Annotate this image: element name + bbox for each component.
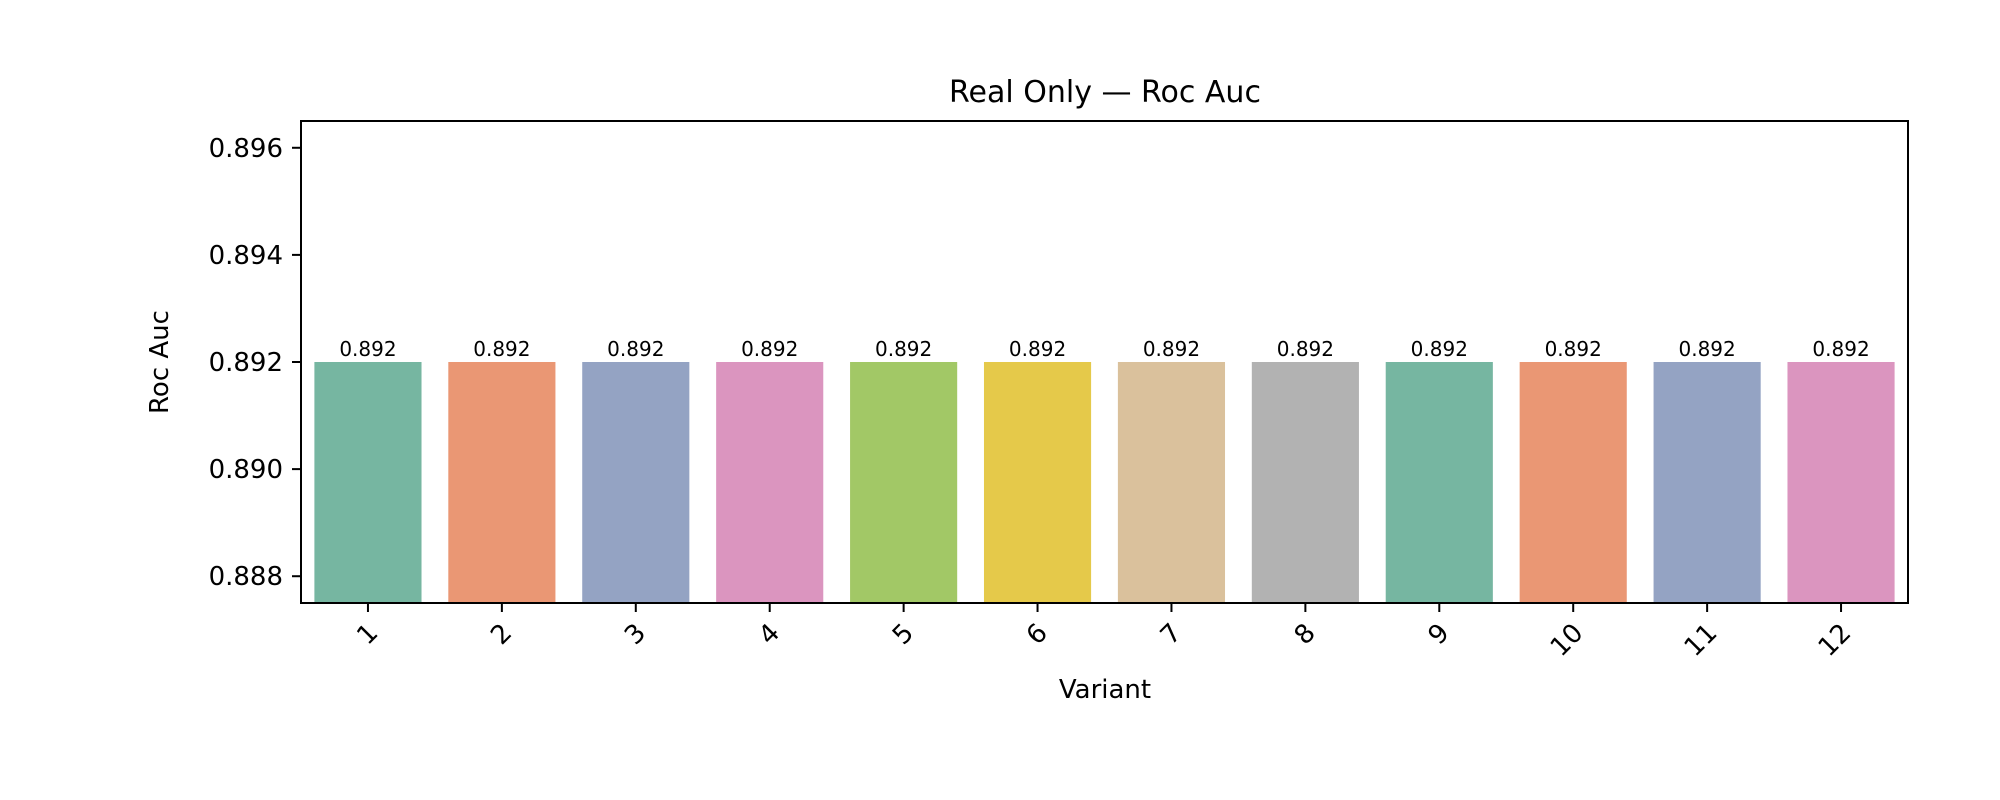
y-tick-label: 0.896 <box>209 134 283 164</box>
bar-value-label: 0.892 <box>1545 337 1602 361</box>
y-tick-label: 0.894 <box>209 241 283 271</box>
bar-value-label: 0.892 <box>875 337 932 361</box>
bar-value-label: 0.892 <box>741 337 798 361</box>
bar-value-label: 0.892 <box>1009 337 1066 361</box>
bar-value-label: 0.892 <box>607 337 664 361</box>
bar-value-label: 0.892 <box>1143 337 1200 361</box>
y-axis-ticks: 0.888 0.890 0.892 0.894 0.896 <box>209 134 301 592</box>
y-axis-label: Roc Auc <box>145 310 175 414</box>
bar-value-label: 0.892 <box>1411 337 1468 361</box>
x-tick-label: 6 <box>1021 618 1054 651</box>
x-axis-label: Variant <box>1059 675 1151 705</box>
x-tick-label: 3 <box>619 618 652 651</box>
x-tick-label: 4 <box>753 618 786 651</box>
x-tick-label: 12 <box>1813 618 1858 663</box>
bar-12 <box>1787 362 1895 603</box>
x-tick-label: 1 <box>351 618 384 651</box>
bar-11 <box>1653 362 1761 603</box>
bar-2 <box>448 362 556 603</box>
x-tick-label: 5 <box>887 618 920 651</box>
chart-title: Real Only — Roc Auc <box>949 75 1261 110</box>
bar-value-label: 0.892 <box>1277 337 1334 361</box>
bar-8 <box>1251 362 1359 603</box>
bar-10 <box>1519 362 1627 603</box>
bar-value-label: 0.892 <box>1678 337 1735 361</box>
x-tick-label: 7 <box>1155 618 1188 651</box>
plot-frame <box>300 120 1909 604</box>
y-tick-label: 0.888 <box>209 562 283 592</box>
bar-value-label: 0.892 <box>473 337 530 361</box>
bar-6 <box>983 362 1092 603</box>
bar-value-label: 0.892 <box>1812 337 1869 361</box>
y-tick-label: 0.890 <box>209 455 283 485</box>
x-axis-ticks: 1 2 3 4 5 6 7 8 9 10 11 12 <box>351 603 1857 663</box>
bar-9 <box>1385 362 1493 603</box>
bars-group <box>314 362 1895 603</box>
bar-4 <box>716 362 824 603</box>
bar-value-label: 0.892 <box>339 337 396 361</box>
bar-3 <box>582 362 690 603</box>
bar-5 <box>850 362 958 603</box>
x-tick-label: 2 <box>485 618 518 651</box>
bar-labels-group: 0.892 0.892 0.892 0.892 0.892 0.892 0.892 0.892… <box>339 337 1869 361</box>
x-tick-label: 10 <box>1545 618 1590 663</box>
x-tick-label: 9 <box>1423 618 1456 651</box>
x-tick-label: 11 <box>1679 618 1724 663</box>
bar-1 <box>314 362 422 603</box>
bar-7 <box>1117 362 1226 603</box>
y-tick-label: 0.892 <box>209 348 283 378</box>
x-tick-label: 8 <box>1289 618 1322 651</box>
